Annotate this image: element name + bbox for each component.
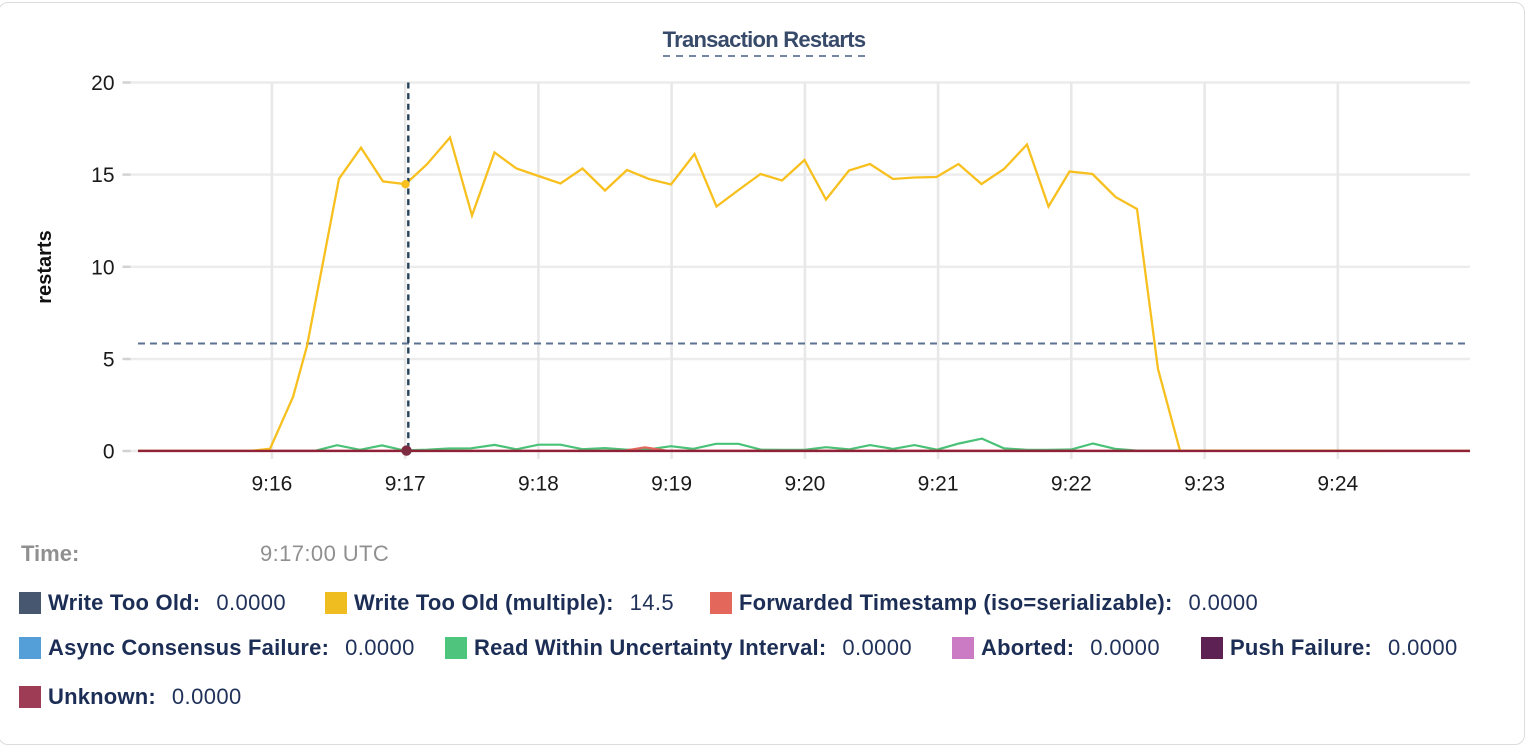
svg-text:9:24: 9:24: [1317, 473, 1358, 496]
svg-text:20: 20: [91, 72, 114, 95]
svg-text:9:21: 9:21: [918, 473, 959, 496]
svg-text:15: 15: [91, 164, 114, 187]
svg-text:0: 0: [103, 441, 115, 464]
svg-text:9:18: 9:18: [518, 473, 559, 496]
svg-text:9:22: 9:22: [1051, 473, 1092, 496]
svg-text:9:17: 9:17: [385, 473, 426, 496]
svg-text:5: 5: [103, 349, 115, 372]
svg-text:9:19: 9:19: [651, 473, 692, 496]
svg-text:10: 10: [91, 256, 114, 279]
svg-text:9:23: 9:23: [1184, 473, 1225, 496]
svg-text:9:16: 9:16: [251, 473, 292, 496]
svg-text:restarts: restarts: [34, 230, 56, 303]
svg-text:9:20: 9:20: [784, 473, 825, 496]
